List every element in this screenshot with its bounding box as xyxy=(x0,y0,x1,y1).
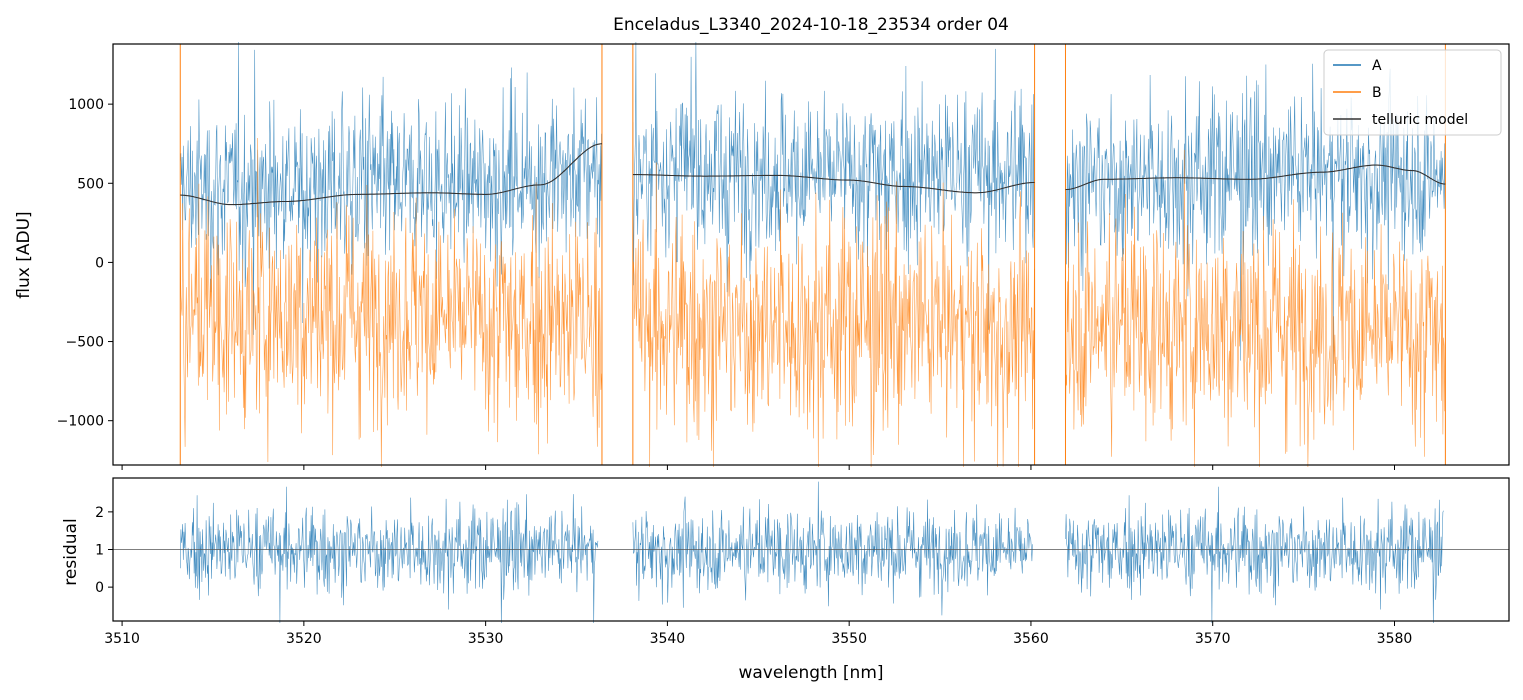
residual-segment-2 xyxy=(632,481,1033,616)
top-ytick-label: 0 xyxy=(95,255,104,271)
series-a-segment-1 xyxy=(180,41,602,335)
bottom-xtick-label: 3540 xyxy=(650,631,686,647)
bottom-xtick-label: 3530 xyxy=(468,631,504,647)
bottom-xtick-label: 3570 xyxy=(1195,631,1231,647)
series-b-segment-3 xyxy=(1065,149,1446,468)
legend-label-telluric-model: telluric model xyxy=(1372,112,1468,128)
top-panel-frame xyxy=(112,43,1510,466)
x-axis-label: wavelength [nm] xyxy=(738,663,883,683)
bottom-panel-data xyxy=(113,481,1509,624)
top-ytick-label: −1000 xyxy=(57,414,104,430)
top-panel-data xyxy=(179,41,1446,468)
bottom-ytick-label: 0 xyxy=(95,580,104,596)
telluric-model-segment-1 xyxy=(180,143,603,206)
top-ytick-label: −500 xyxy=(66,335,104,351)
series-a-segment-3 xyxy=(1065,63,1446,401)
legend-label-a: A xyxy=(1372,58,1382,74)
series-b-segment-1 xyxy=(180,137,602,468)
bottom-axes: 2 1 0 3510 3520 3530 3540 3550 3560 3570 3580 xyxy=(95,505,1412,647)
y-axis-label-bottom: residual xyxy=(61,518,81,585)
bottom-xtick-label: 3550 xyxy=(831,631,867,647)
chart-title: Enceladus_L3340_2024-10-18_23534 order 0… xyxy=(613,15,1009,35)
top-ytick-label: 1000 xyxy=(68,97,104,113)
telluric-model-segment-3 xyxy=(1065,164,1446,191)
top-axes: 1000 500 0 −500 −1000 xyxy=(57,97,1395,470)
legend-box xyxy=(1323,49,1502,136)
legend: A B telluric model xyxy=(1323,49,1502,136)
bottom-xtick-label: 3580 xyxy=(1377,631,1413,647)
bottom-xtick-label: 3510 xyxy=(104,631,140,647)
bottom-ytick-label: 2 xyxy=(95,505,104,521)
series-b-segment-2 xyxy=(632,162,1035,468)
residual-segment-1 xyxy=(180,486,599,624)
bottom-xtick-label: 3560 xyxy=(1013,631,1049,647)
y-axis-label-top: flux [ADU] xyxy=(14,211,34,298)
telluric-model-segment-2 xyxy=(632,174,1035,194)
series-a-segment-2 xyxy=(632,41,1035,330)
bottom-xtick-label: 3520 xyxy=(286,631,322,647)
top-ytick-label: 500 xyxy=(77,176,104,192)
residual-segment-3 xyxy=(1065,486,1444,624)
legend-label-b: B xyxy=(1372,85,1382,101)
bottom-ytick-label: 1 xyxy=(95,543,104,559)
